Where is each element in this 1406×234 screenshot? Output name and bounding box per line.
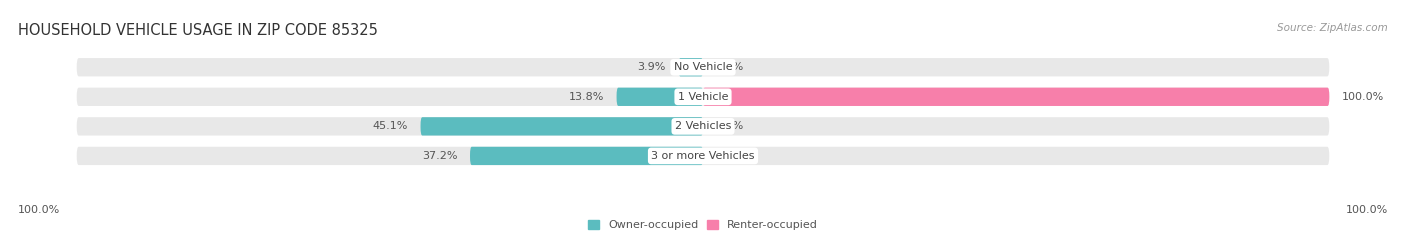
Text: HOUSEHOLD VEHICLE USAGE IN ZIP CODE 85325: HOUSEHOLD VEHICLE USAGE IN ZIP CODE 8532…: [18, 23, 378, 38]
Text: 0.0%: 0.0%: [716, 151, 744, 161]
Text: 37.2%: 37.2%: [422, 151, 457, 161]
Text: 2 Vehicles: 2 Vehicles: [675, 121, 731, 131]
FancyBboxPatch shape: [77, 117, 1329, 135]
FancyBboxPatch shape: [679, 58, 703, 77]
Text: 3.9%: 3.9%: [638, 62, 666, 72]
Text: 45.1%: 45.1%: [373, 121, 408, 131]
FancyBboxPatch shape: [703, 88, 1329, 106]
FancyBboxPatch shape: [470, 147, 703, 165]
Text: 13.8%: 13.8%: [568, 92, 605, 102]
Legend: Owner-occupied, Renter-occupied: Owner-occupied, Renter-occupied: [588, 220, 818, 230]
FancyBboxPatch shape: [77, 147, 1329, 165]
Text: 100.0%: 100.0%: [1341, 92, 1384, 102]
Text: 100.0%: 100.0%: [1346, 205, 1388, 215]
FancyBboxPatch shape: [420, 117, 703, 135]
FancyBboxPatch shape: [617, 88, 703, 106]
Text: 3 or more Vehicles: 3 or more Vehicles: [651, 151, 755, 161]
Text: 0.0%: 0.0%: [716, 62, 744, 72]
Text: 0.0%: 0.0%: [716, 121, 744, 131]
Text: 1 Vehicle: 1 Vehicle: [678, 92, 728, 102]
FancyBboxPatch shape: [77, 88, 1329, 106]
Text: No Vehicle: No Vehicle: [673, 62, 733, 72]
Text: Source: ZipAtlas.com: Source: ZipAtlas.com: [1277, 23, 1388, 33]
Text: 100.0%: 100.0%: [18, 205, 60, 215]
FancyBboxPatch shape: [77, 58, 1329, 77]
